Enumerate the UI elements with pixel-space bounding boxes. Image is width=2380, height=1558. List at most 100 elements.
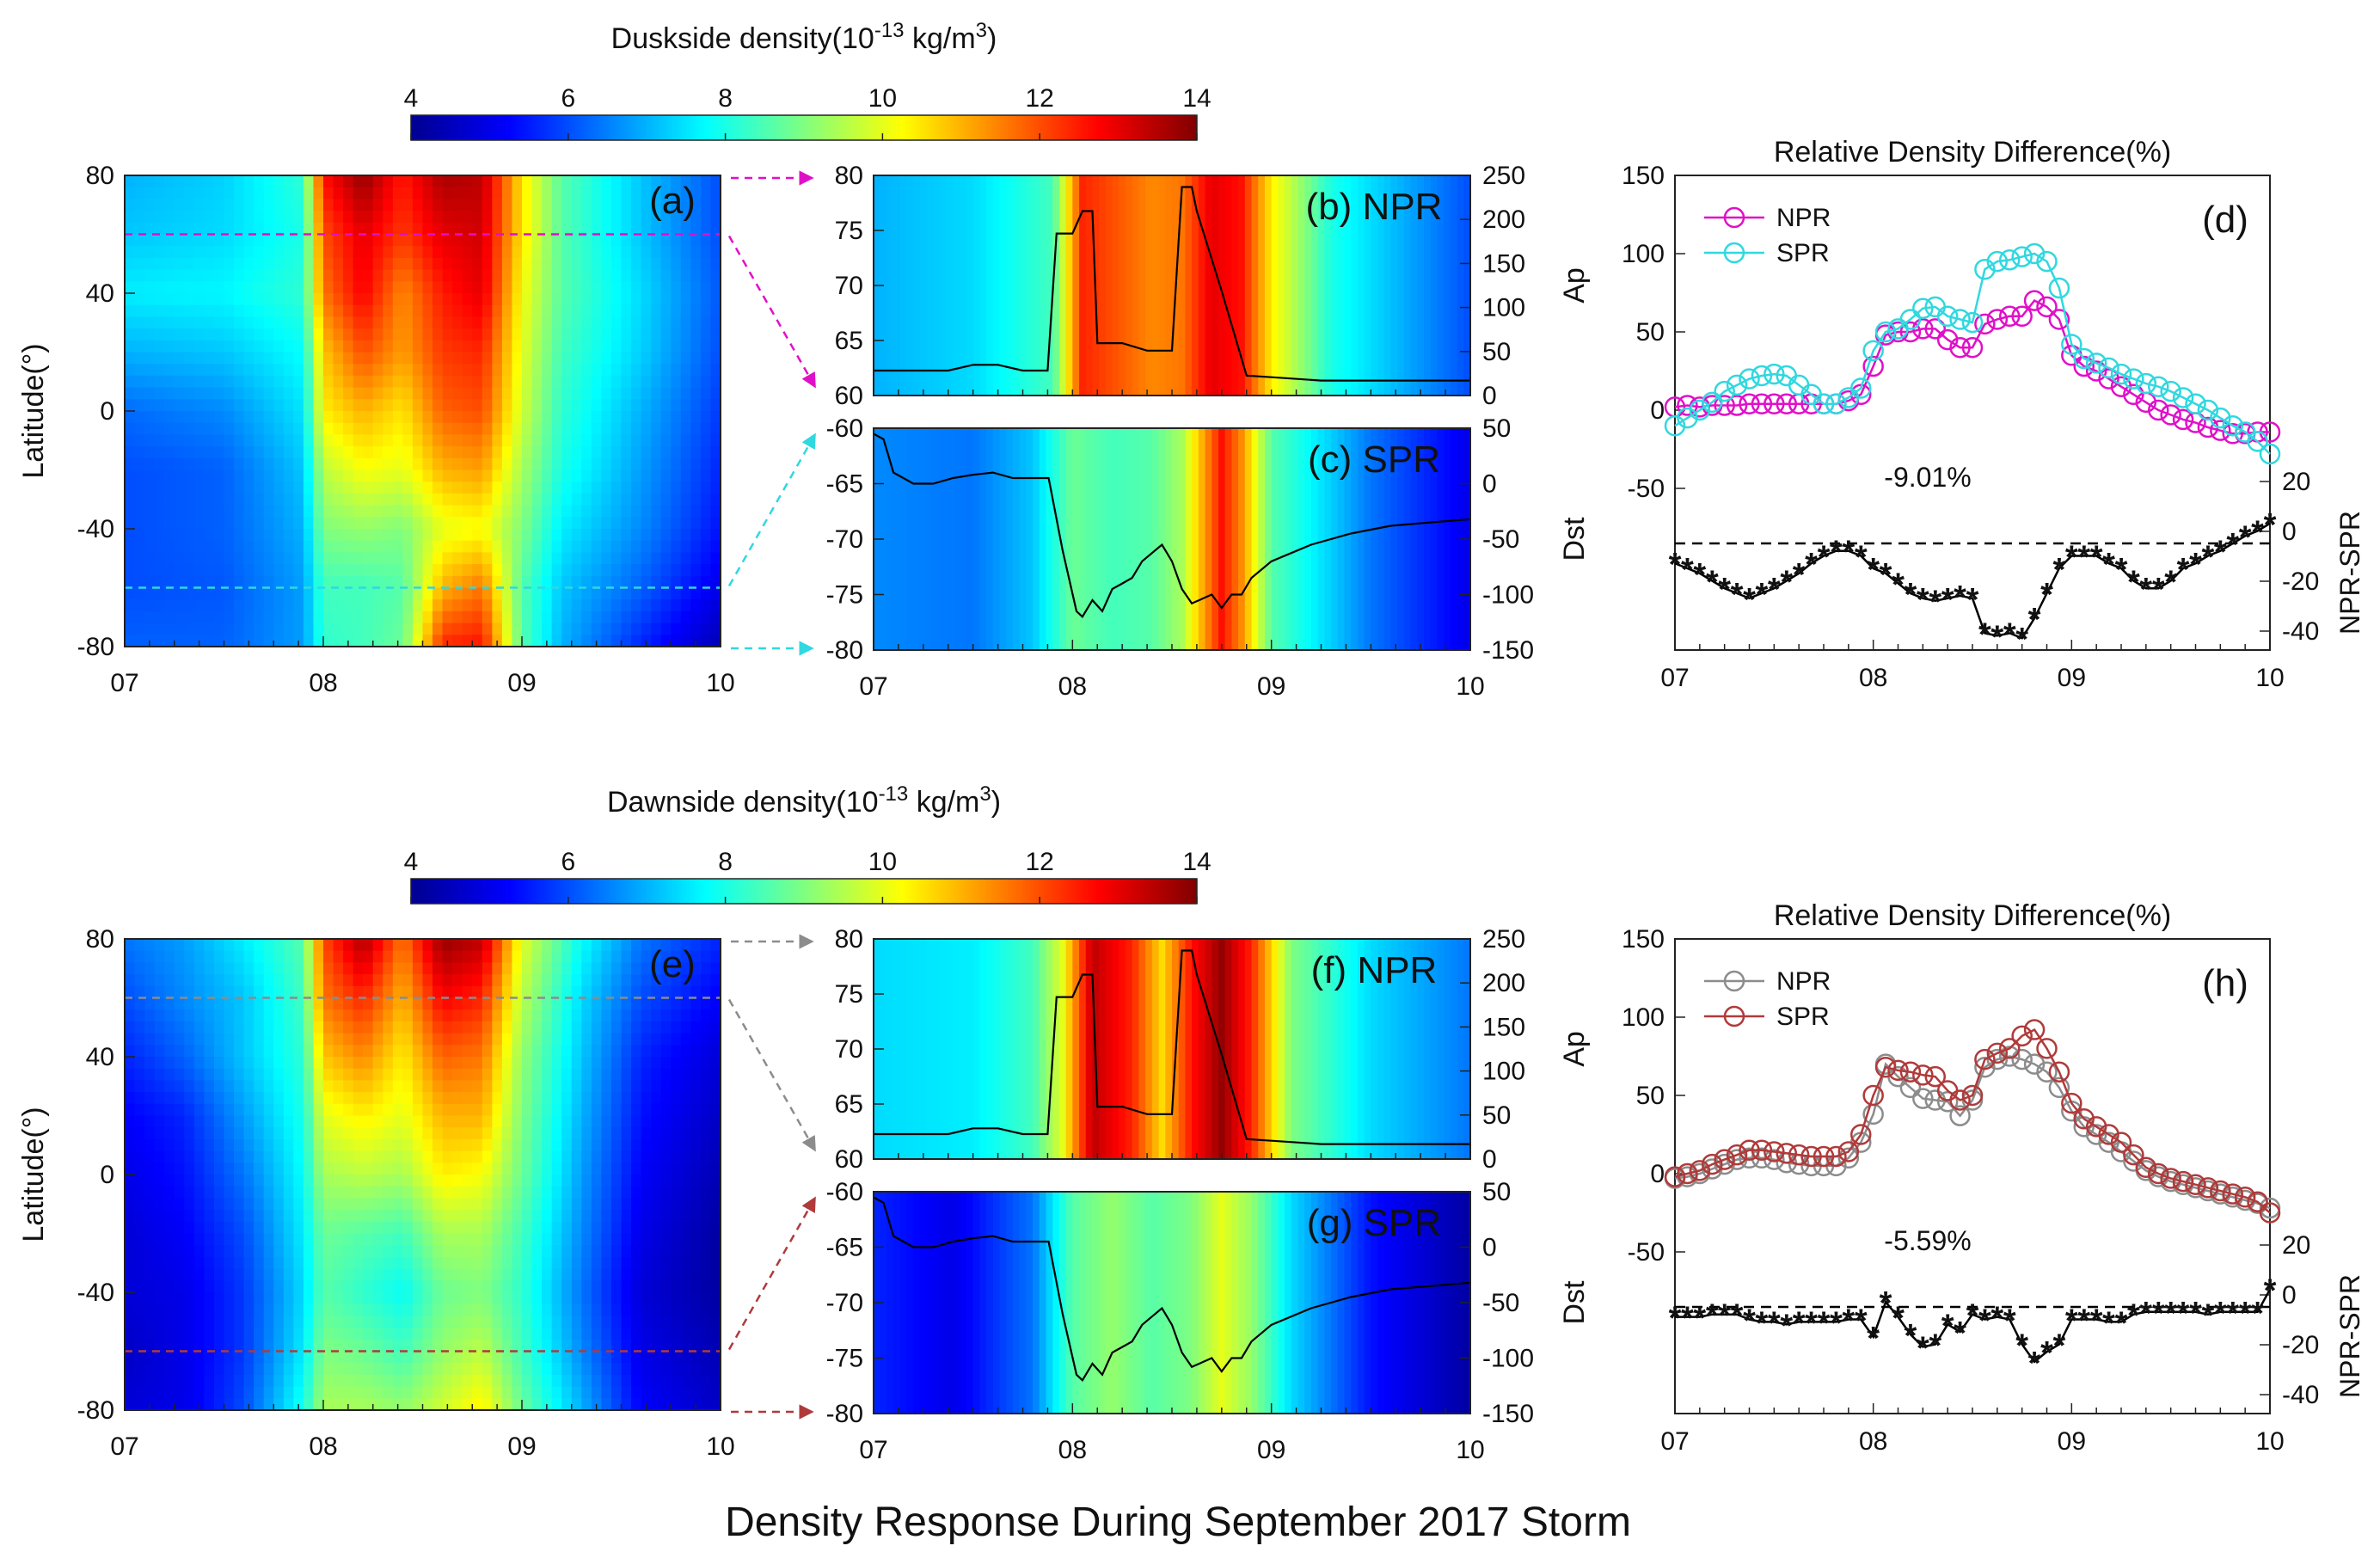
heatmap-cell <box>680 1221 691 1235</box>
heatmap-cell <box>492 962 503 975</box>
heatmap-cell <box>174 505 185 518</box>
heatmap-cell <box>671 1115 682 1128</box>
heatmap-cell <box>641 1245 652 1258</box>
heatmap-cell <box>542 457 553 471</box>
heatmap-cell <box>432 387 444 400</box>
heatmap-cell <box>392 387 403 400</box>
heatmap-cell <box>472 997 483 1010</box>
heatmap-cell <box>174 375 185 389</box>
heatmap-cell <box>680 939 691 952</box>
heatmap-cell <box>472 1210 483 1223</box>
heatmap-cell <box>125 328 136 341</box>
heatmap-cell <box>690 399 702 412</box>
heatmap-cell <box>234 387 245 400</box>
heatmap-cell <box>333 199 344 212</box>
heatmap-cell <box>204 493 215 506</box>
heatmap-cell <box>234 1198 245 1211</box>
heatmap-cell <box>710 517 721 530</box>
heatmap-cell <box>610 1021 623 1034</box>
strip-cell <box>979 175 987 396</box>
heatmap-cell <box>193 1245 205 1258</box>
heatmap-cell <box>631 610 642 624</box>
heatmap-cell <box>641 1256 652 1270</box>
heatmap-cell <box>343 1115 354 1128</box>
heatmap-cell <box>671 375 682 389</box>
heatmap-cell <box>234 1092 245 1105</box>
heatmap-cell <box>651 1292 662 1305</box>
heatmap-cell <box>213 293 225 306</box>
heatmap-cell <box>263 304 274 317</box>
heatmap-cell <box>353 1210 364 1223</box>
heatmap-cell <box>392 411 403 424</box>
heatmap-cell <box>512 1303 523 1316</box>
heatmap-cell <box>660 246 672 259</box>
heatmap-cell <box>283 1115 294 1128</box>
heatmap-cell <box>323 222 334 236</box>
heatmap-cell <box>542 1009 553 1022</box>
heatmap-cell <box>542 1150 553 1163</box>
heatmap-cell <box>680 587 691 600</box>
heatmap-cell <box>174 1221 185 1235</box>
y2-tick-label: -20 <box>2282 567 2319 596</box>
heatmap-cell <box>551 1268 562 1281</box>
heatmap-cell <box>472 211 483 224</box>
heatmap-cell <box>631 293 642 306</box>
heatmap-cell <box>164 1328 175 1340</box>
heatmap-cell <box>372 364 383 377</box>
heatmap-cell <box>313 211 324 224</box>
heatmap-cell <box>254 985 265 999</box>
heatmap-cell <box>591 1175 602 1187</box>
heatmap-cell <box>224 1292 235 1305</box>
heatmap-cell <box>372 1210 383 1223</box>
heatmap-cell <box>323 411 334 424</box>
heatmap-cell <box>283 446 294 459</box>
heatmap-cell <box>651 246 662 259</box>
heatmap-cell <box>343 1150 354 1163</box>
heatmap-cell <box>204 1057 215 1070</box>
heatmap-cell <box>551 1221 562 1235</box>
heatmap-cell <box>531 974 543 987</box>
heatmap-cell <box>680 1068 691 1081</box>
heatmap-cell <box>243 175 255 188</box>
heatmap-cell <box>193 540 205 553</box>
heatmap-cell <box>263 434 274 447</box>
heatmap-cell <box>283 517 294 530</box>
heatmap-cell <box>402 1080 414 1093</box>
strip-cell <box>1437 428 1445 650</box>
heatmap-cell <box>293 234 304 247</box>
heatmap-cell <box>660 352 672 365</box>
heatmap-cell <box>243 493 255 506</box>
heatmap-cell <box>224 1198 235 1211</box>
heatmap-cell <box>660 1150 672 1163</box>
heatmap-cell <box>522 1316 533 1328</box>
heatmap-cell <box>303 234 315 247</box>
heatmap-cell <box>193 246 205 259</box>
heatmap-cell <box>234 187 245 199</box>
heatmap-cell <box>204 469 215 482</box>
heatmap-cell <box>224 1115 235 1128</box>
heatmap-cell <box>303 1021 315 1034</box>
heatmap-cell <box>492 1186 503 1199</box>
heatmap-cell <box>125 540 136 553</box>
heatmap-cell <box>372 997 383 1010</box>
heatmap-cell <box>323 352 334 365</box>
heatmap-cell <box>323 1280 334 1293</box>
heatmap-cell <box>164 1009 175 1022</box>
heatmap-cell <box>323 340 334 353</box>
heatmap-cell <box>700 352 712 365</box>
heatmap-cell <box>542 257 553 271</box>
heatmap-cell <box>303 257 315 271</box>
heatmap-cell <box>254 997 265 1010</box>
heatmap-cell <box>134 1057 145 1070</box>
diff-point: * <box>2028 602 2041 638</box>
heatmap-cell <box>581 493 592 506</box>
heatmap-cell <box>671 269 682 282</box>
heatmap-cell <box>412 352 424 365</box>
heatmap-cell <box>492 281 503 294</box>
heatmap-cell <box>273 1328 285 1340</box>
heatmap-cell <box>700 1092 712 1105</box>
heatmap-cell <box>610 234 623 247</box>
heatmap-cell <box>690 1245 702 1258</box>
heatmap-cell <box>660 1210 672 1223</box>
legend-label: NPR <box>1776 204 1831 232</box>
